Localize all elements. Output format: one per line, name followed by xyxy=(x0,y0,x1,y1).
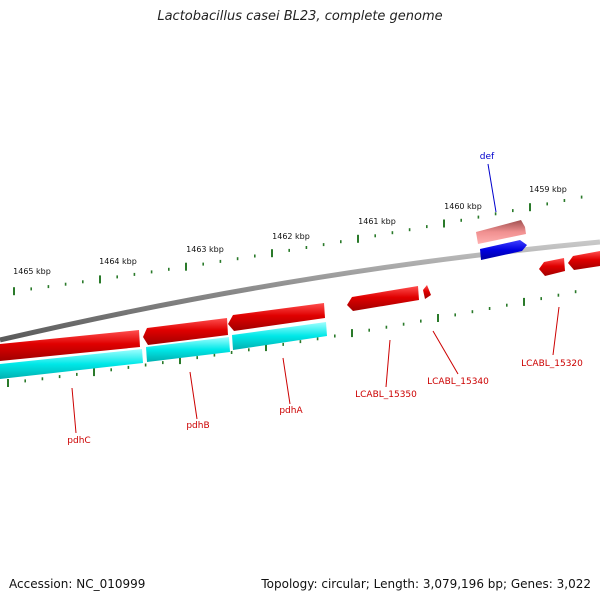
cds-feature-pdhC xyxy=(0,330,140,361)
gene-label-def: def xyxy=(480,152,495,162)
tick-label: 1465 kbp xyxy=(13,267,51,276)
leader-line-def xyxy=(487,163,497,213)
cds-feature-pdhA xyxy=(228,303,325,331)
leader-line-pdhA xyxy=(282,357,291,405)
leader-line-LCABL_15320 xyxy=(552,306,560,356)
cds-feature-def xyxy=(476,220,526,244)
leader-line-LCABL_15350 xyxy=(385,339,391,388)
genome-backbone xyxy=(0,239,600,343)
lower-tick-row xyxy=(7,290,577,387)
gene-label-pdhA: pdhA xyxy=(279,406,303,416)
gene-leader-lines xyxy=(71,306,560,434)
tick-label: 1463 kbp xyxy=(186,245,224,254)
cds-feature-small xyxy=(423,285,431,299)
leader-line-pdhC xyxy=(71,387,77,434)
tick-label: 1461 kbp xyxy=(358,217,396,226)
map-title: Lactobacillus casei BL23, complete genom… xyxy=(157,9,443,24)
cds-feature-LCABL_15350 xyxy=(347,286,419,311)
gene-feature-def xyxy=(480,240,527,260)
tick-label: 1460 kbp xyxy=(444,202,482,211)
leader-line-LCABL_15340 xyxy=(432,330,459,375)
gene-label-LCABL_15320: LCABL_15320 xyxy=(521,359,583,369)
gene-label-LCABL_15350: LCABL_15350 xyxy=(355,390,417,400)
leader-line-pdhB xyxy=(189,371,198,420)
gene-feature-pdhB xyxy=(146,337,230,362)
gene-label-LCABL_15340: LCABL_15340 xyxy=(427,377,489,387)
tick-label: 1462 kbp xyxy=(272,232,310,241)
gene-feature-pdhC xyxy=(0,349,143,379)
tick-label: 1459 kbp xyxy=(529,185,567,194)
cds-feature-pdhB xyxy=(143,318,228,345)
cds-feature-LCABL_15320 xyxy=(568,251,600,270)
accession-text: Accession: NC_010999 xyxy=(9,577,146,591)
tick-label: 1464 kbp xyxy=(99,257,137,266)
cds-feature-LCABL_15340 xyxy=(539,258,565,276)
upper-tick-row xyxy=(13,195,583,296)
gene-label-pdhB: pdhB xyxy=(186,421,209,431)
gene-label-pdhC: pdhC xyxy=(67,436,90,446)
genome-summary-text: Topology: circular; Length: 3,079,196 bp… xyxy=(261,577,591,591)
gene-feature-pdhA xyxy=(232,322,327,350)
